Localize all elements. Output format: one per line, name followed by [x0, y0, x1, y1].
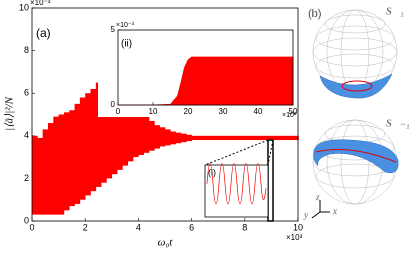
- band-segment: [196, 135, 203, 141]
- band-segment: [47, 123, 54, 215]
- band-segment: [149, 120, 155, 151]
- band-segment: [170, 131, 176, 145]
- x-axis-label: ω₀t: [158, 237, 174, 249]
- x-tick-label: 20: [184, 107, 193, 116]
- x-tick-label: 30: [219, 107, 228, 116]
- x-tick-label: 8: [242, 222, 247, 232]
- y-exponent: ×10⁻³: [30, 0, 51, 7]
- band-segment: [53, 116, 59, 215]
- band-segment: [106, 74, 113, 179]
- axes-frame: [117, 29, 294, 106]
- band-segment: [250, 135, 256, 141]
- band-segment: [58, 114, 65, 215]
- y-tick-label: 10: [19, 2, 29, 12]
- band-segment: [191, 135, 198, 141]
- band-segment: [228, 135, 235, 141]
- band-segment: [218, 135, 224, 141]
- band-segment: [154, 125, 160, 149]
- y-tick-label: 6: [24, 88, 29, 98]
- panel-b: (b) S⃗₁ S⃗₋₁ z x y: [303, 5, 410, 220]
- band-segment: [212, 135, 219, 141]
- band-segment: [74, 103, 81, 204]
- band-segment: [159, 127, 166, 147]
- band-segment: [42, 129, 49, 215]
- x-tick-label: 2: [83, 222, 88, 232]
- band-segment: [63, 112, 70, 211]
- band-segment: [69, 110, 75, 207]
- zoom-line: [204, 139, 269, 166]
- y-tick-label: 5: [111, 25, 116, 34]
- band-segment: [122, 82, 129, 166]
- band-segment: [223, 135, 230, 141]
- band-segment: [271, 135, 278, 141]
- zoom-line: [267, 139, 274, 166]
- inset-frame: [204, 164, 269, 218]
- band-segment: [127, 88, 134, 162]
- band-segment: [180, 133, 187, 143]
- band-segment: [207, 135, 214, 141]
- inset-ii: 0 10 20 30 40 50 0 5 (ii) ×10⁻³ ×10²: [98, 18, 298, 119]
- band-segment: [276, 135, 283, 141]
- band-segment: [101, 78, 107, 183]
- band-segment: [266, 135, 272, 141]
- y-axis-label: |⟨â⟩|²/N: [4, 96, 16, 130]
- band-segment: [138, 105, 145, 155]
- axis-label: y: [303, 210, 308, 220]
- axis-label: x: [332, 206, 337, 216]
- x-tick-label: 10: [293, 222, 303, 232]
- band-segment: [90, 88, 97, 192]
- x-tick-label: 4: [136, 222, 141, 232]
- band-segment: [133, 97, 139, 158]
- inset-i: (i): [204, 163, 269, 218]
- y-tick-label: 8: [24, 45, 29, 55]
- band-segment: [234, 135, 240, 141]
- axis-label: z: [315, 192, 320, 202]
- band-segment: [282, 135, 288, 141]
- band-segment: [143, 114, 150, 153]
- panel-label: (ii): [121, 39, 132, 50]
- x-tick-label: 6: [189, 222, 194, 232]
- band-segment: [244, 135, 251, 141]
- x-tick-label: 10: [149, 107, 158, 116]
- main-plot: 0 2 4 6 8 10 0 2 4 6 8 10 (a) ×10⁻³ ×10³ ω₀t |⟨â⟩|²/N: [4, 0, 303, 249]
- sphere-label: S⃗₁: [386, 6, 404, 18]
- sphere-label: S⃗₋₁: [386, 118, 410, 130]
- band-segment: [292, 135, 299, 141]
- band-segment: [202, 135, 208, 141]
- x-tick-label: 50: [289, 107, 298, 116]
- band-segment: [260, 135, 267, 141]
- band-segment: [287, 135, 293, 141]
- y-tick-label: 0: [24, 215, 29, 225]
- band-segment: [255, 135, 262, 141]
- x-tick-label: 40: [254, 107, 263, 116]
- band-segment: [95, 82, 102, 187]
- band-segment: [37, 137, 43, 215]
- oscillation: [206, 163, 267, 205]
- band-segment: [111, 78, 118, 175]
- y-exponent: ×10⁻³: [116, 22, 135, 29]
- band-segment: [117, 80, 123, 170]
- band-segment: [85, 93, 91, 196]
- axes-frame: [31, 7, 299, 222]
- x-tick-label: 0: [29, 222, 34, 232]
- band-segment: [175, 132, 182, 144]
- x-exponent: ×10³: [286, 233, 303, 242]
- band-segment: [32, 135, 38, 215]
- y-tick-label: 2: [24, 173, 29, 183]
- panel-label: (a): [36, 26, 51, 40]
- band-segment: [165, 129, 171, 146]
- x-tick-label: 0: [116, 107, 121, 116]
- band-segment: [186, 134, 192, 142]
- y-tick-label: 0: [111, 100, 116, 109]
- band-segment: [239, 135, 246, 141]
- x-exponent: ×10²: [282, 112, 297, 119]
- panel-label: (i): [208, 167, 216, 177]
- y-tick-label: 4: [24, 130, 29, 140]
- panel-label: (b): [308, 8, 321, 20]
- band-segment: [79, 97, 86, 200]
